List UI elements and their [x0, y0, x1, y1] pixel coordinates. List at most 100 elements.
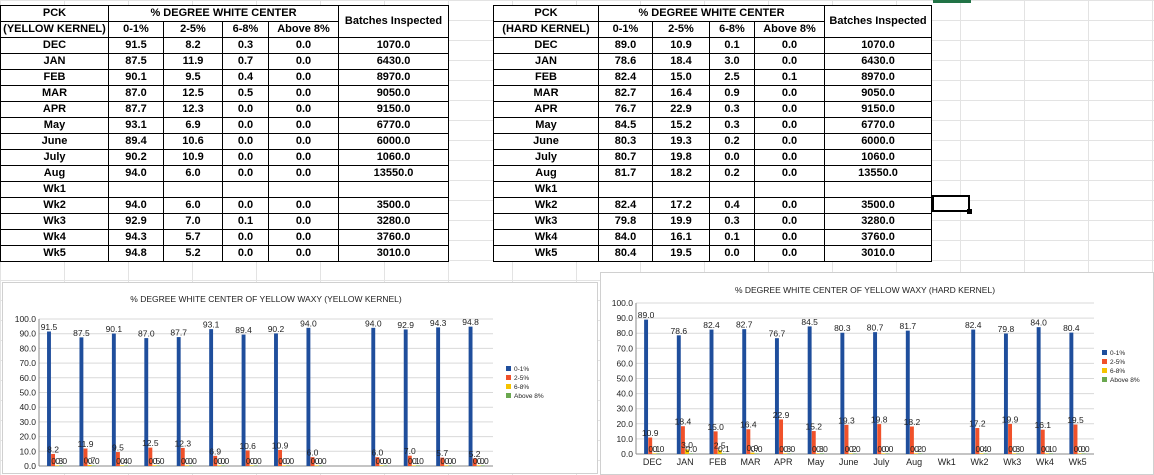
- yellow-value-cell[interactable]: 0.0: [267, 69, 340, 86]
- yellow-value-cell[interactable]: 6.9: [163, 117, 223, 134]
- hard-value-cell[interactable]: 15.2: [652, 117, 710, 134]
- bar[interactable]: [979, 453, 984, 454]
- hard-group-header[interactable]: % DEGREE WHITE CENTER: [597, 5, 826, 22]
- hard-value-cell[interactable]: 84.5: [598, 117, 653, 134]
- hard-value-cell[interactable]: 6430.0: [824, 53, 933, 70]
- hard-value-cell[interactable]: 19.3: [652, 133, 710, 150]
- bar[interactable]: [213, 455, 218, 466]
- yellow-value-cell[interactable]: 0.3: [222, 37, 269, 54]
- bar[interactable]: [848, 453, 853, 454]
- bar[interactable]: [476, 465, 481, 466]
- hard-value-cell[interactable]: 9050.0: [824, 85, 933, 102]
- hard-title-1[interactable]: PCK: [493, 5, 599, 22]
- bar[interactable]: [111, 333, 116, 466]
- bar[interactable]: [115, 452, 120, 466]
- hard-value-cell[interactable]: 6000.0: [824, 133, 933, 150]
- hard-value-cell[interactable]: 19.8: [652, 149, 710, 166]
- yellow-value-cell[interactable]: 0.0: [222, 101, 269, 118]
- yellow-group-header[interactable]: % DEGREE WHITE CENTER: [107, 5, 340, 22]
- yellow-value-cell[interactable]: 8.2: [163, 37, 223, 54]
- bar[interactable]: [971, 329, 976, 454]
- yellow-value-cell[interactable]: 13550.0: [338, 165, 450, 182]
- yellow-period-cell[interactable]: JAN: [0, 53, 109, 70]
- yellow-value-cell[interactable]: 8970.0: [338, 69, 450, 86]
- hard-period-cell[interactable]: APR: [493, 101, 599, 118]
- yellow-col-header[interactable]: 2-5%: [163, 21, 223, 38]
- fill-handle[interactable]: [967, 209, 972, 214]
- bar[interactable]: [1008, 423, 1013, 454]
- yellow-value-cell[interactable]: 94.3: [108, 229, 164, 246]
- bar[interactable]: [1044, 453, 1049, 454]
- yellow-period-cell[interactable]: Wk3: [0, 213, 109, 230]
- bar[interactable]: [221, 465, 226, 466]
- yellow-period-cell[interactable]: June: [0, 133, 109, 150]
- hard-value-cell[interactable]: [598, 181, 653, 198]
- hard-value-cell[interactable]: 0.1: [753, 69, 826, 86]
- hard-value-cell[interactable]: 82.7: [598, 85, 653, 102]
- hard-value-cell[interactable]: [652, 181, 710, 198]
- yellow-value-cell[interactable]: 0.0: [267, 37, 340, 54]
- hard-value-cell[interactable]: 79.8: [598, 213, 653, 230]
- bar[interactable]: [774, 338, 779, 454]
- hard-value-cell[interactable]: 2.5: [709, 69, 755, 86]
- hard-period-cell[interactable]: Wk3: [493, 213, 599, 230]
- bar[interactable]: [811, 431, 816, 454]
- hard-period-cell[interactable]: DEC: [493, 37, 599, 54]
- hard-value-cell[interactable]: 0.0: [753, 53, 826, 70]
- hard-value-cell[interactable]: 15.0: [652, 69, 710, 86]
- bar[interactable]: [721, 453, 726, 454]
- bar[interactable]: [742, 329, 747, 454]
- hard-period-cell[interactable]: JAN: [493, 53, 599, 70]
- bar[interactable]: [1040, 429, 1045, 454]
- bar[interactable]: [407, 455, 412, 466]
- yellow-value-cell[interactable]: 5.7: [163, 229, 223, 246]
- bar[interactable]: [709, 329, 714, 454]
- yellow-title-2[interactable]: (YELLOW KERNEL): [0, 21, 109, 38]
- hard-value-cell[interactable]: 3280.0: [824, 213, 933, 230]
- yellow-value-cell[interactable]: 0.0: [267, 165, 340, 182]
- hard-period-cell[interactable]: Wk1: [493, 181, 599, 198]
- bar[interactable]: [844, 424, 849, 454]
- bar[interactable]: [914, 453, 918, 454]
- yellow-value-cell[interactable]: 89.4: [108, 133, 164, 150]
- bar[interactable]: [184, 465, 189, 466]
- bar[interactable]: [656, 453, 661, 454]
- hard-value-cell[interactable]: 0.0: [709, 149, 755, 166]
- hard-value-cell[interactable]: 0.3: [709, 213, 755, 230]
- bar[interactable]: [1012, 453, 1017, 454]
- hard-value-cell[interactable]: 6770.0: [824, 117, 933, 134]
- yellow-value-cell[interactable]: 90.1: [108, 69, 164, 86]
- bar[interactable]: [306, 327, 311, 466]
- yellow-value-cell[interactable]: 1060.0: [338, 149, 450, 166]
- yellow-period-cell[interactable]: FEB: [0, 69, 109, 86]
- bar[interactable]: [1036, 327, 1041, 454]
- bar[interactable]: [383, 465, 388, 466]
- hard-value-cell[interactable]: 0.0: [753, 85, 826, 102]
- yellow-value-cell[interactable]: 3500.0: [338, 197, 450, 214]
- yellow-value-cell[interactable]: 11.9: [163, 53, 223, 70]
- yellow-value-cell[interactable]: 9150.0: [338, 101, 450, 118]
- bar[interactable]: [676, 335, 681, 454]
- bar[interactable]: [909, 426, 914, 454]
- bar[interactable]: [180, 447, 185, 466]
- hard-value-cell[interactable]: 22.9: [652, 101, 710, 118]
- yellow-value-cell[interactable]: 3010.0: [338, 245, 450, 262]
- bar[interactable]: [286, 465, 291, 466]
- hard-batches-header[interactable]: Batches Inspected: [824, 5, 933, 38]
- bar[interactable]: [411, 465, 416, 466]
- hard-period-cell[interactable]: Aug: [493, 165, 599, 182]
- bar[interactable]: [51, 453, 56, 466]
- hard-value-cell[interactable]: 3010.0: [824, 245, 933, 262]
- bar[interactable]: [249, 465, 254, 466]
- yellow-value-cell[interactable]: 0.0: [222, 197, 269, 214]
- bar[interactable]: [877, 424, 882, 454]
- yellow-period-cell[interactable]: Wk2: [0, 197, 109, 214]
- yellow-value-cell[interactable]: 0.0: [222, 117, 269, 134]
- hard-value-cell[interactable]: 82.4: [598, 197, 653, 214]
- bar[interactable]: [680, 426, 685, 454]
- hard-value-cell[interactable]: 0.0: [753, 101, 826, 118]
- yellow-value-cell[interactable]: 0.0: [267, 133, 340, 150]
- hard-value-cell[interactable]: 0.2: [709, 165, 755, 182]
- bar[interactable]: [314, 465, 319, 466]
- hard-value-cell[interactable]: 0.9: [709, 85, 755, 102]
